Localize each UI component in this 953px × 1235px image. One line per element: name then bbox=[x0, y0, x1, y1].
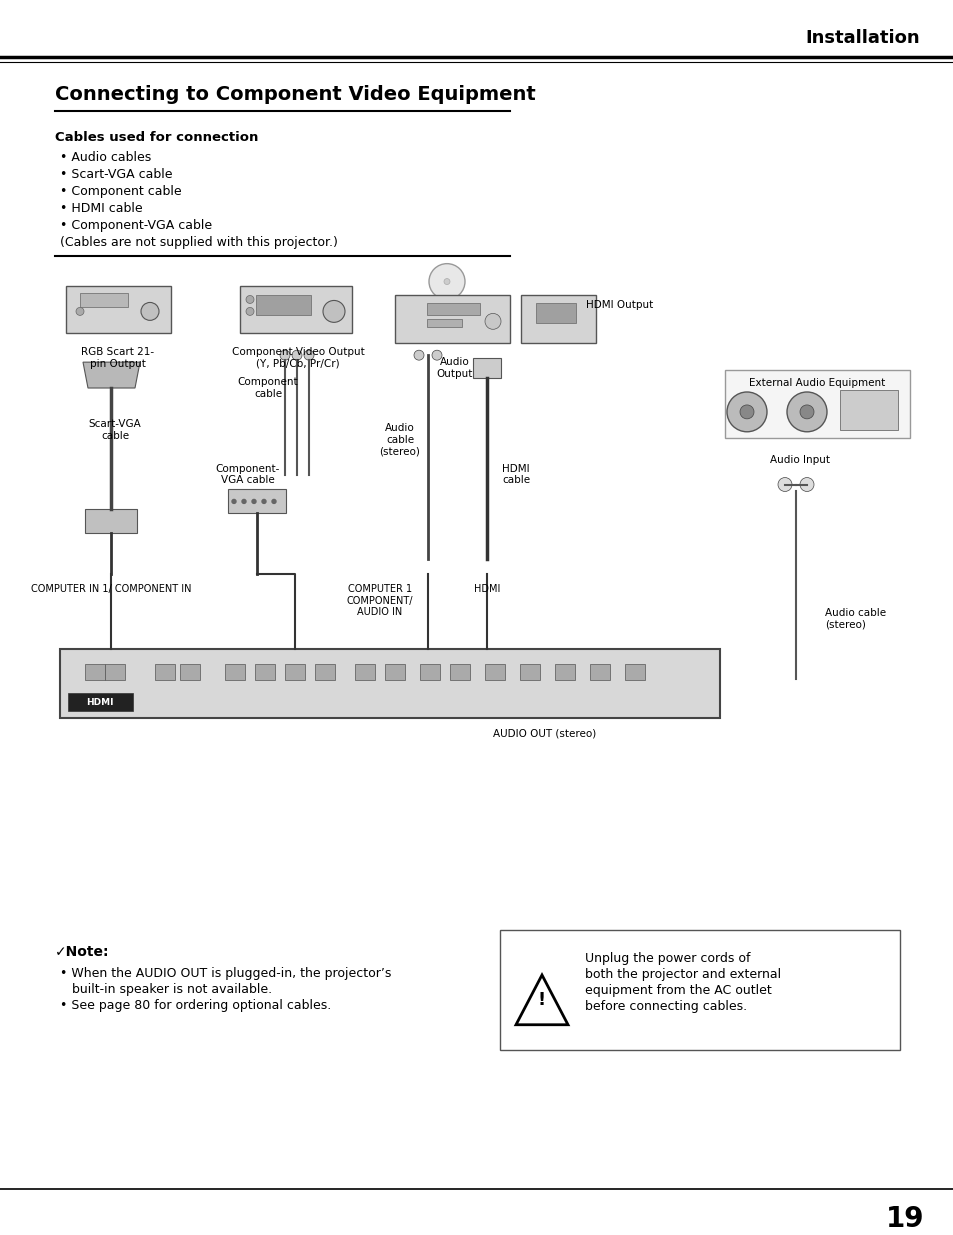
Text: Audio cable
(stereo): Audio cable (stereo) bbox=[824, 608, 885, 630]
Text: Component-
VGA cable: Component- VGA cable bbox=[215, 464, 280, 485]
Circle shape bbox=[429, 263, 464, 299]
Text: (Cables are not supplied with this projector.): (Cables are not supplied with this proje… bbox=[60, 236, 337, 248]
Text: built-in speaker is not available.: built-in speaker is not available. bbox=[60, 983, 272, 995]
Bar bbox=[385, 663, 405, 679]
Text: • When the AUDIO OUT is plugged-in, the projector’s: • When the AUDIO OUT is plugged-in, the … bbox=[60, 967, 391, 981]
Bar bbox=[228, 489, 286, 514]
Text: ✓Note:: ✓Note: bbox=[55, 945, 110, 960]
Text: • Component cable: • Component cable bbox=[60, 185, 181, 198]
Bar bbox=[427, 320, 461, 327]
Bar bbox=[285, 663, 305, 679]
Circle shape bbox=[443, 279, 450, 284]
Bar bbox=[225, 663, 245, 679]
Circle shape bbox=[232, 499, 235, 504]
Circle shape bbox=[272, 499, 275, 504]
Bar bbox=[154, 663, 174, 679]
Text: Audio
cable
(stereo): Audio cable (stereo) bbox=[379, 424, 420, 457]
Circle shape bbox=[246, 308, 253, 315]
Bar bbox=[555, 663, 575, 679]
Bar bbox=[427, 304, 479, 315]
Bar bbox=[355, 663, 375, 679]
Bar bbox=[85, 509, 137, 534]
Text: HDMI: HDMI bbox=[474, 584, 499, 594]
Circle shape bbox=[292, 351, 302, 361]
Circle shape bbox=[262, 499, 266, 504]
Bar bbox=[85, 663, 105, 679]
Bar bbox=[68, 693, 132, 711]
Bar bbox=[724, 370, 909, 437]
Bar bbox=[314, 663, 335, 679]
Text: HDMI: HDMI bbox=[86, 698, 113, 706]
Bar bbox=[624, 663, 644, 679]
Text: • Audio cables: • Audio cables bbox=[60, 151, 152, 164]
Text: Installation: Installation bbox=[804, 28, 919, 47]
Bar bbox=[395, 295, 510, 343]
Polygon shape bbox=[516, 974, 567, 1025]
Circle shape bbox=[726, 391, 766, 432]
Text: HDMI Output: HDMI Output bbox=[585, 300, 653, 310]
Bar bbox=[520, 295, 596, 343]
Text: • HDMI cable: • HDMI cable bbox=[60, 203, 143, 215]
Bar bbox=[66, 285, 171, 333]
Text: AUDIO OUT (stereo): AUDIO OUT (stereo) bbox=[493, 729, 596, 739]
Text: External Audio Equipment: External Audio Equipment bbox=[748, 378, 884, 388]
Bar bbox=[105, 663, 125, 679]
Circle shape bbox=[740, 405, 753, 419]
Circle shape bbox=[432, 351, 441, 361]
Circle shape bbox=[252, 499, 255, 504]
Bar bbox=[80, 294, 128, 308]
Text: Component Video Output
(Y, Pb/Cb, Pr/Cr): Component Video Output (Y, Pb/Cb, Pr/Cr) bbox=[232, 347, 364, 369]
Text: COMPUTER 1
COMPONENT/
AUDIO IN: COMPUTER 1 COMPONENT/ AUDIO IN bbox=[346, 584, 413, 618]
Circle shape bbox=[778, 478, 791, 492]
Bar bbox=[840, 390, 897, 430]
Bar bbox=[255, 295, 311, 315]
Circle shape bbox=[484, 314, 500, 330]
Text: before connecting cables.: before connecting cables. bbox=[584, 1000, 746, 1013]
Text: • Scart-VGA cable: • Scart-VGA cable bbox=[60, 168, 172, 182]
Text: both the projector and external: both the projector and external bbox=[584, 968, 781, 981]
Bar bbox=[240, 285, 352, 333]
Polygon shape bbox=[83, 362, 140, 388]
Bar bbox=[180, 663, 200, 679]
Bar bbox=[254, 663, 274, 679]
Circle shape bbox=[323, 300, 345, 322]
Circle shape bbox=[280, 351, 290, 361]
Text: equipment from the AC outlet: equipment from the AC outlet bbox=[584, 984, 771, 997]
Circle shape bbox=[246, 295, 253, 304]
Circle shape bbox=[141, 303, 159, 320]
Circle shape bbox=[786, 391, 826, 432]
Bar bbox=[499, 930, 899, 1050]
Circle shape bbox=[76, 308, 84, 315]
Circle shape bbox=[800, 478, 813, 492]
Text: • Component-VGA cable: • Component-VGA cable bbox=[60, 219, 212, 232]
Text: Connecting to Component Video Equipment: Connecting to Component Video Equipment bbox=[55, 85, 536, 104]
Text: Scart-VGA
cable: Scart-VGA cable bbox=[89, 419, 141, 441]
Text: Component
cable: Component cable bbox=[237, 377, 298, 399]
Bar bbox=[536, 304, 576, 324]
Text: Audio Input: Audio Input bbox=[769, 454, 829, 464]
Text: Unplug the power cords of: Unplug the power cords of bbox=[584, 952, 750, 965]
Circle shape bbox=[304, 351, 314, 361]
Bar bbox=[484, 663, 504, 679]
Bar bbox=[419, 663, 439, 679]
Bar bbox=[589, 663, 609, 679]
Text: HDMI
cable: HDMI cable bbox=[501, 464, 530, 485]
Circle shape bbox=[414, 351, 423, 361]
Text: 19: 19 bbox=[884, 1205, 923, 1233]
Bar bbox=[60, 648, 720, 719]
Text: !: ! bbox=[537, 990, 545, 1009]
Circle shape bbox=[800, 405, 813, 419]
Bar bbox=[450, 663, 470, 679]
Text: Cables used for connection: Cables used for connection bbox=[55, 131, 258, 144]
Text: COMPUTER IN 1/ COMPONENT IN: COMPUTER IN 1/ COMPONENT IN bbox=[30, 584, 191, 594]
Bar bbox=[519, 663, 539, 679]
Bar bbox=[473, 358, 500, 378]
Text: RGB Scart 21-
pin Output: RGB Scart 21- pin Output bbox=[81, 347, 154, 369]
Text: Audio
Output: Audio Output bbox=[436, 357, 473, 379]
Circle shape bbox=[242, 499, 246, 504]
Text: • See page 80 for ordering optional cables.: • See page 80 for ordering optional cabl… bbox=[60, 999, 331, 1011]
